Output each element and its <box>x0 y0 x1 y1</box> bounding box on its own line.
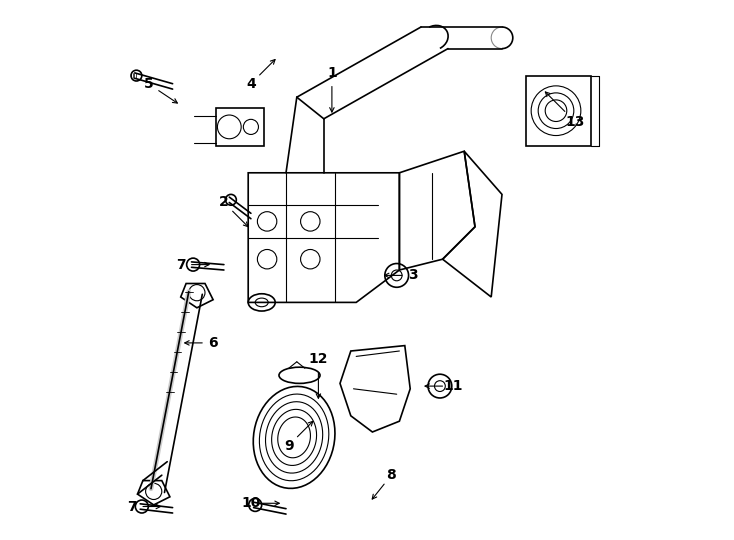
Text: 11: 11 <box>443 379 463 393</box>
Bar <box>526 76 591 146</box>
Text: 7: 7 <box>127 500 137 514</box>
Text: 5: 5 <box>143 77 153 91</box>
Text: 2: 2 <box>219 195 229 210</box>
Text: 10: 10 <box>241 496 261 510</box>
Text: 6: 6 <box>208 336 218 350</box>
Text: 9: 9 <box>284 438 294 453</box>
Text: 12: 12 <box>309 352 328 366</box>
Text: 1: 1 <box>327 66 337 80</box>
Text: 7: 7 <box>176 258 186 272</box>
Text: 3: 3 <box>408 268 418 282</box>
Text: 13: 13 <box>565 114 584 129</box>
Text: 4: 4 <box>246 77 255 91</box>
Text: 8: 8 <box>386 468 396 482</box>
